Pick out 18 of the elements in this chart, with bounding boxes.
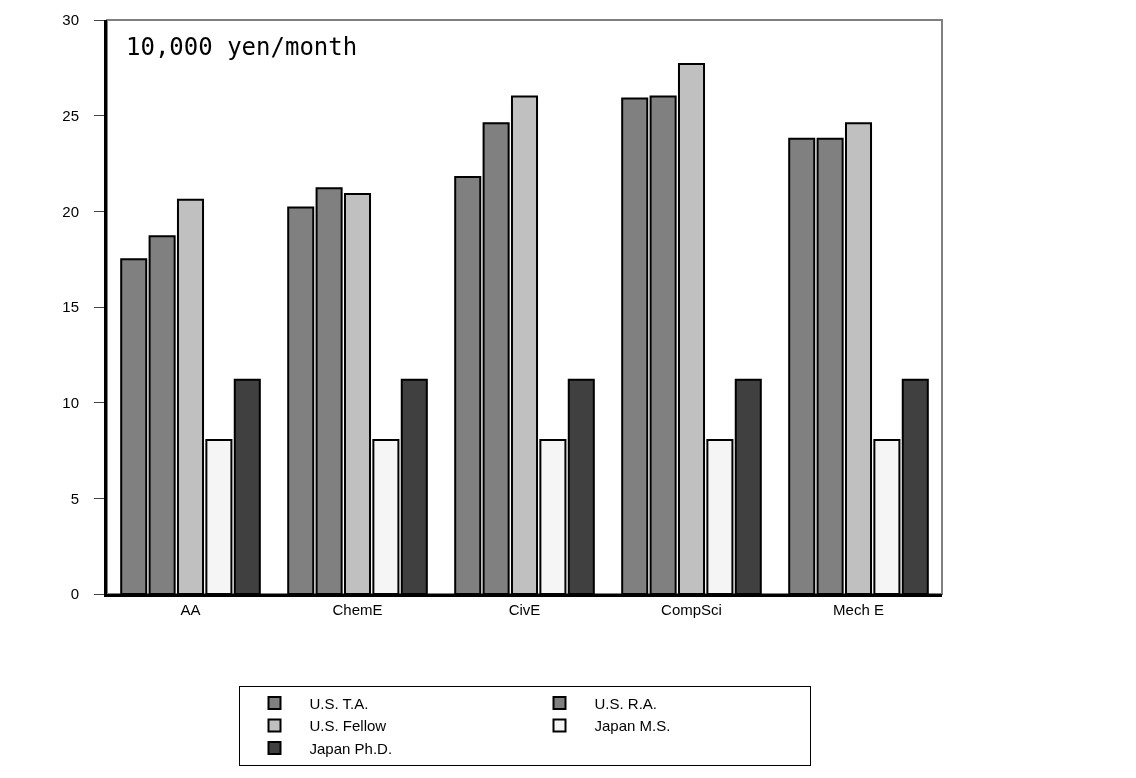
legend-label: U.S. Fellow (309, 717, 387, 735)
legend-label: U.S. T.A. (309, 694, 369, 712)
legend-label: Japan Ph.D. (309, 739, 393, 757)
x-tick-label: ChemE (332, 601, 383, 618)
x-tick-label: CivE (508, 601, 541, 618)
x-tick-label: CompSci (661, 601, 722, 618)
y-tick-label: 0 (70, 585, 79, 603)
legend-label: U.S. R.A. (594, 694, 658, 712)
y-tick-label: 10 (62, 393, 79, 411)
annotation: 10,000 yen/month (126, 33, 358, 61)
x-tick-label: Mech E (833, 601, 884, 618)
y-tick-label: 5 (70, 489, 79, 507)
y-tick-label: 20 (62, 202, 79, 220)
legend-label: Japan M.S. (594, 717, 671, 735)
y-tick-label: 30 (62, 11, 79, 29)
y-tick-label: 25 (62, 106, 79, 124)
x-tick-label: AA (180, 601, 201, 618)
y-tick-label: 15 (62, 298, 79, 316)
